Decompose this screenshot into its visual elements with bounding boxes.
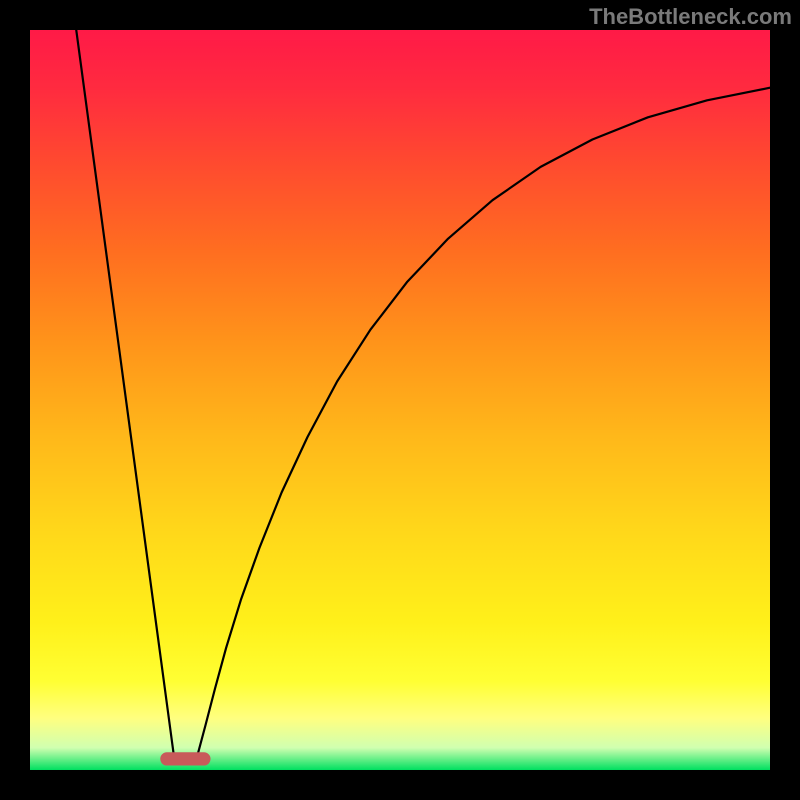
chart-container: TheBottleneck.com [0,0,800,800]
watermark-text: TheBottleneck.com [589,4,792,30]
bottleneck-chart [0,0,800,800]
